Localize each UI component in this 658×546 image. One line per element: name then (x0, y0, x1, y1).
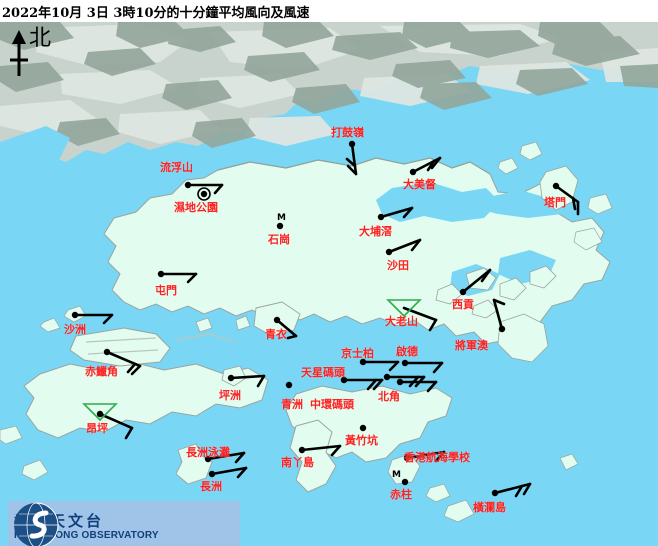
station-label-wong-chuk-hang[interactable]: 黃竹坑 (345, 434, 378, 447)
station-label-cheung-chau[interactable]: 長洲 (200, 480, 222, 493)
station-label-tai-po-kau[interactable]: 大埔滘 (359, 225, 392, 238)
station-label-tuen-mun[interactable]: 屯門 (155, 284, 177, 297)
station-label-sha-tin[interactable]: 沙田 (387, 259, 409, 272)
north-label: 北 (29, 26, 52, 51)
title-bar: 2022年10月 3日 3時10分的十分鐘平均風向及風速 (0, 0, 658, 22)
hko-logo[interactable]: 香港天文台 HONG KONG OBSERVATORY (8, 501, 240, 546)
station-label-tseung-kwan-o[interactable]: 將軍澳 (455, 339, 488, 352)
station-label-sai-kung[interactable]: 西貢 (452, 298, 474, 311)
marker-letter-stanley: M (392, 470, 401, 480)
station-label-wetland-park[interactable]: 濕地公園 (174, 201, 218, 214)
station-label-peng-chau[interactable]: 坪洲 (219, 389, 241, 402)
station-label-tsing-yi[interactable]: 青衣 (265, 328, 287, 341)
station-label-shek-kong[interactable]: 石崗 (268, 233, 290, 246)
map-geography (0, 22, 658, 546)
marker-wetland-park (197, 187, 211, 201)
station-label-green-island[interactable]: 青洲 (281, 398, 303, 411)
marker-letter-shek-kong: M (277, 213, 286, 223)
station-label-stanley[interactable]: 赤柱 (390, 488, 412, 501)
station-label-lau-fau-shan[interactable]: 流浮山 (160, 161, 193, 174)
wind-barbs-layer (71, 140, 580, 498)
station-label-kings-park[interactable]: 京士柏 (341, 347, 374, 360)
station-label-tai-mei-tuk[interactable]: 大美督 (403, 178, 436, 191)
north-arrow: 北 (5, 28, 65, 80)
station-label-waglan-island[interactable]: 橫瀾島 (473, 501, 506, 514)
station-label-cheung-chau-beach[interactable]: 長洲泳灘 (186, 446, 230, 459)
hko-name-en: HONG KONG OBSERVATORY (14, 529, 159, 541)
north-arrow-icon (10, 30, 28, 76)
station-label-north-point[interactable]: 北角 (378, 390, 400, 403)
page-title: 2022年10月 3日 3時10分的十分鐘平均風向及風速 (2, 5, 310, 21)
station-label-star-ferry[interactable]: 天星碼頭 (301, 366, 345, 379)
hko-logo-icon (14, 502, 59, 546)
station-label-tates-cairn[interactable]: 大老山 (385, 315, 418, 328)
marker-mountain-triangle (82, 299, 422, 422)
station-label-ngong-ping[interactable]: 昂坪 (86, 422, 108, 435)
station-label-hk-sea-school[interactable]: 香港航海學校 (404, 451, 470, 464)
station-label-chek-lap-kok[interactable]: 赤鱲角 (85, 365, 118, 378)
map-canvas[interactable]: 北 打鼓嶺 流浮山 濕地公園 M 石崗 大美督 塔門 大埔滘 沙田 屯門 西貢 … (0, 22, 658, 546)
station-markers (71, 140, 560, 497)
station-label-ta-kwu-ling[interactable]: 打鼓嶺 (331, 126, 364, 139)
station-label-kai-tak[interactable]: 啟德 (396, 345, 418, 358)
station-label-lamma-island[interactable]: 南丫島 (281, 456, 314, 469)
station-label-tap-mun[interactable]: 塔門 (544, 196, 566, 209)
station-label-sha-chau[interactable]: 沙洲 (64, 323, 86, 336)
station-label-central-pier[interactable]: 中環碼頭 (310, 398, 354, 411)
